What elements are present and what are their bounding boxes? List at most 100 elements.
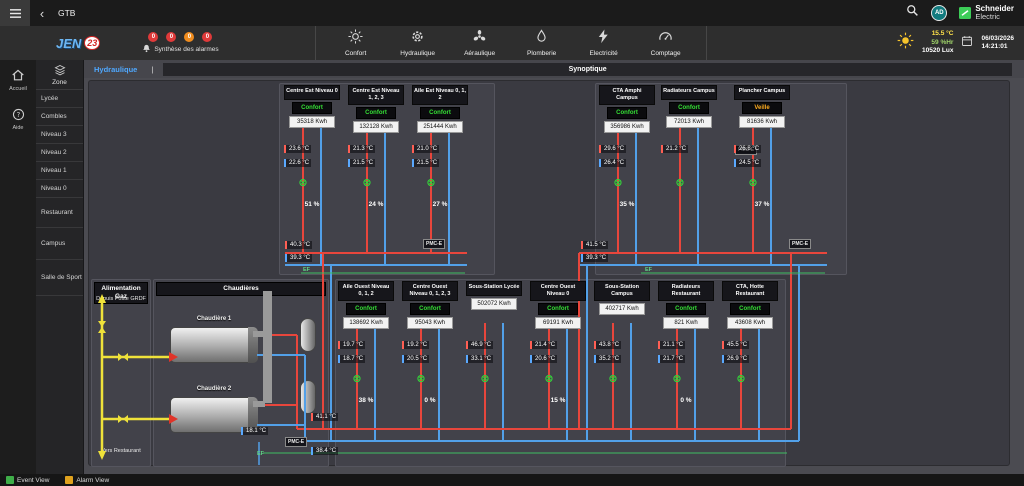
zone-item-1[interactable]: Lycée bbox=[36, 90, 83, 108]
circuit-name[interactable]: Radiateurs Campus bbox=[661, 85, 717, 100]
supply-temp-label: 21.0 °C bbox=[412, 145, 439, 153]
circuit-mode-badge: Confort bbox=[420, 107, 460, 119]
circuit-top-2: Centre Est Niveau 1, 2, 3Confort132128 K… bbox=[348, 85, 404, 245]
gas-source-label: Depuis Poste GRDF bbox=[93, 296, 149, 303]
return-temp-label: 22.6 °C bbox=[284, 159, 311, 167]
tab-hydraulique-label: Hydraulique bbox=[94, 65, 137, 74]
circuit-name[interactable]: Sous-Station Campus bbox=[594, 281, 650, 301]
circuit-energy-value: 402717 Kwh bbox=[599, 303, 645, 315]
nav-item-confort[interactable]: Confort bbox=[330, 29, 382, 57]
aide-label: Aide bbox=[12, 125, 23, 131]
nav-item-comptage[interactable]: Comptage bbox=[640, 29, 692, 57]
circuit-bottom-4: Centre Ouest Niveau 0Confort69191 Kwh21.… bbox=[530, 281, 586, 441]
nav-item-electricite[interactable]: Electricité bbox=[578, 29, 630, 57]
circuit-name[interactable]: CTA, Hotte Restaurant bbox=[722, 281, 778, 301]
zone-item-9[interactable]: Salle de Sport bbox=[36, 260, 83, 296]
valve-icon: ⊗ bbox=[414, 373, 428, 385]
zone-item-5[interactable]: Niveau 1 bbox=[36, 162, 83, 180]
top-bar: ‹ GTB AD Schneider Electric bbox=[0, 0, 1024, 26]
zone-item-8[interactable]: Campus bbox=[36, 228, 83, 260]
layers-icon bbox=[54, 64, 66, 78]
supply-temp-label: 21.4 °C bbox=[530, 341, 557, 349]
circuit-name[interactable]: CTA Amphi Campus bbox=[599, 85, 655, 105]
alarm-badge-1[interactable]: 0 bbox=[148, 32, 158, 42]
circuit-name[interactable]: Plancher Campus bbox=[734, 85, 790, 100]
alarm-badge-4[interactable]: 0 bbox=[202, 32, 212, 42]
page-title: Synoptique bbox=[163, 63, 1012, 76]
status-bar: Event View Alarm View bbox=[0, 474, 1024, 486]
plomberie-icon bbox=[534, 29, 549, 49]
return-temp-label: 21.7 °C bbox=[658, 355, 685, 363]
synoptic-panel: Alimentation Gaz Depuis Poste GRDF Vers … bbox=[88, 80, 1010, 466]
circuit-top-6: Plancher CampusVeille81636 Kwh26.8 °C24.… bbox=[734, 85, 790, 245]
alarm-synthesis[interactable]: 0000 Synthèse des alarmes bbox=[142, 32, 218, 55]
boiler1-label: Chaudière 1 bbox=[170, 316, 258, 322]
return-temp-label: 21.5 °C bbox=[412, 159, 439, 167]
zone-item-3[interactable]: Niveau 3 bbox=[36, 126, 83, 144]
supply-temp-label: 29.6 °C bbox=[599, 145, 626, 153]
valve-position-label: 15 % bbox=[530, 397, 586, 404]
circuit-top-3: Aile Est Niveau 0, 1, 2Confort251444 Kwh… bbox=[412, 85, 468, 245]
logo-23: 23 bbox=[84, 36, 100, 50]
footer-event-view[interactable]: Event View bbox=[6, 476, 49, 484]
valve-icon: ⊗ bbox=[350, 373, 364, 385]
footer-alarm-view[interactable]: Alarm View bbox=[65, 476, 109, 484]
circuit-name[interactable]: Radiateurs Restaurant bbox=[658, 281, 714, 301]
boiler1-graphic[interactable] bbox=[170, 327, 258, 363]
circuit-energy-value: 132128 Kwh bbox=[353, 121, 399, 133]
back-button[interactable]: ‹ bbox=[30, 6, 54, 21]
calendar-icon bbox=[961, 34, 973, 52]
supply-temp-label: 45.5 °C bbox=[722, 341, 749, 349]
supply-temp-label: 19.2 °C bbox=[402, 341, 429, 349]
tab-hydraulique[interactable]: Hydraulique | bbox=[84, 65, 163, 74]
circuit-name[interactable]: Centre Ouest Niveau 0 bbox=[530, 281, 586, 301]
alarm-badges: 0000 bbox=[148, 32, 212, 42]
sidebar-item-aide[interactable]: ? Aide bbox=[12, 108, 25, 131]
circuit-energy-value: 72013 Kwh bbox=[666, 116, 712, 128]
energy-meter-boiler: PMC-E bbox=[285, 437, 307, 447]
manifold-right-ef-label: EF bbox=[645, 267, 652, 273]
hydraulique-icon bbox=[410, 29, 425, 49]
zone-header: Zone bbox=[36, 60, 83, 90]
menu-button[interactable] bbox=[0, 0, 30, 26]
circuit-name[interactable]: Aile Est Niveau 0, 1, 2 bbox=[412, 85, 468, 105]
circuit-bottom-2: Centre Ouest Niveau 0, 1, 2, 3Confort950… bbox=[402, 281, 458, 441]
circuit-name[interactable]: Centre Est Niveau 1, 2, 3 bbox=[348, 85, 404, 105]
supply-temp-label: 43.8 °C bbox=[594, 341, 621, 349]
circuit-name[interactable]: Sous-Station Lycée bbox=[466, 281, 522, 296]
search-icon[interactable] bbox=[906, 4, 919, 22]
valve-icon: ⊗ bbox=[424, 177, 438, 189]
circuit-name[interactable]: Centre Est Niveau 0 bbox=[284, 85, 340, 100]
circuit-name[interactable]: Aile Ouest Niveau 0, 1, 2 bbox=[338, 281, 394, 301]
return-temp-label: 20.6 °C bbox=[530, 355, 557, 363]
circuit-energy-value: 138692 Kwh bbox=[343, 317, 389, 329]
circuit-name[interactable]: Centre Ouest Niveau 0, 1, 2, 3 bbox=[402, 281, 458, 301]
nav-item-plomberie[interactable]: Plomberie bbox=[516, 29, 568, 57]
circuit-top-4: CTA Amphi CampusConfort356986 Kwh29.6 °C… bbox=[599, 85, 655, 245]
nav-item-hydraulique[interactable]: Hydraulique bbox=[392, 29, 444, 57]
return-temp-label: 24.5 °C bbox=[734, 159, 761, 167]
zone-item-6[interactable]: Niveau 0 bbox=[36, 180, 83, 198]
circuit-bottom-6: Radiateurs RestaurantConfort821 Kwh21.1 … bbox=[658, 281, 714, 441]
circuit-energy-value: 821 Kwh bbox=[663, 317, 709, 329]
zone-item-2[interactable]: Combles bbox=[36, 108, 83, 126]
zone-item-4[interactable]: Niveau 2 bbox=[36, 144, 83, 162]
outside-humidity: 59 %Hr bbox=[922, 39, 953, 47]
boiler2-label: Chaudière 2 bbox=[170, 386, 258, 392]
tab-row: Hydraulique | Synoptique bbox=[84, 60, 1024, 78]
svg-text:?: ? bbox=[16, 111, 20, 119]
circuit-energy-value: 81636 Kwh bbox=[739, 116, 785, 128]
alarm-view-label: Alarm View bbox=[76, 477, 109, 484]
logo-jen: JEN bbox=[56, 36, 81, 51]
sidebar-item-accueil[interactable]: Accueil bbox=[9, 68, 27, 92]
supply-temp-label: 46.9 °C bbox=[466, 341, 493, 349]
zone-item-7[interactable]: Restaurant bbox=[36, 198, 83, 228]
avatar[interactable]: AD bbox=[931, 5, 947, 21]
alarm-badge-2[interactable]: 0 bbox=[166, 32, 176, 42]
return-temp-label: 33.1 °C bbox=[466, 355, 493, 363]
home-icon bbox=[11, 68, 25, 84]
circuit-energy-value: 69191 Kwh bbox=[535, 317, 581, 329]
nav-item-aeraulique[interactable]: Aéraulique bbox=[454, 29, 506, 57]
alarm-badge-3[interactable]: 0 bbox=[184, 32, 194, 42]
supply-temp-label: 23.6 °C bbox=[284, 145, 311, 153]
